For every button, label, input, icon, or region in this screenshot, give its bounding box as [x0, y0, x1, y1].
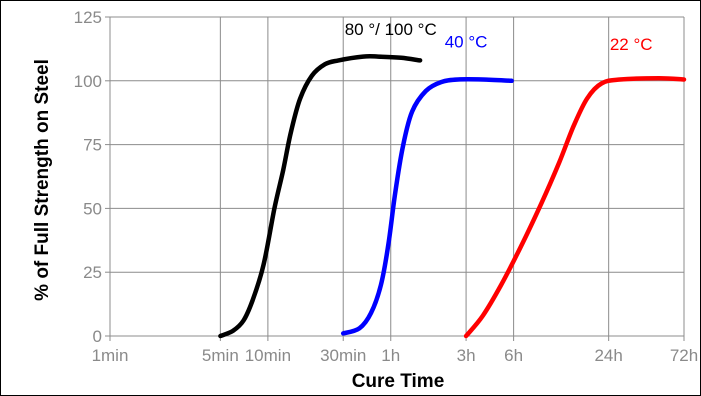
y-axis-title: % of Full Strength on Steel — [32, 59, 53, 301]
y-tick-label: 0 — [93, 327, 102, 346]
x-tick-label: 24h — [594, 346, 622, 365]
axes — [105, 16, 685, 341]
x-tick-label: 5min — [202, 346, 239, 365]
series-labels: 80 °/ 100 °C 40 °C 22 °C — [345, 20, 653, 54]
y-tick-label: 125 — [74, 8, 102, 27]
series-label: 80 °/ 100 °C — [345, 20, 437, 39]
y-tick-label: 75 — [83, 136, 102, 155]
x-tick-label: 1min — [92, 346, 129, 365]
series-line — [218, 53, 423, 339]
series-line — [463, 75, 687, 339]
x-tick-label: 30min — [320, 346, 366, 365]
y-tick-label: 50 — [83, 199, 102, 218]
x-tick-label: 72h — [670, 346, 698, 365]
x-tick-label: 3h — [457, 346, 476, 365]
x-tick-label: 10min — [245, 346, 291, 365]
series-lines — [218, 53, 687, 339]
x-tick-label: 6h — [504, 346, 523, 365]
y-tick-labels: 0 25 50 75 100 125 — [74, 8, 102, 346]
x-tick-labels: 1min 5min 10min 30min 1h 3h 6h 24h 72h — [92, 346, 699, 365]
series-label: 40 °C — [445, 33, 488, 52]
x-axis-title: Cure Time — [352, 371, 445, 392]
series-label: 22 °C — [610, 35, 653, 54]
y-tick-label: 100 — [74, 72, 102, 91]
x-tick-label: 1h — [381, 346, 400, 365]
series-line — [340, 77, 514, 336]
y-tick-label: 25 — [83, 263, 102, 282]
